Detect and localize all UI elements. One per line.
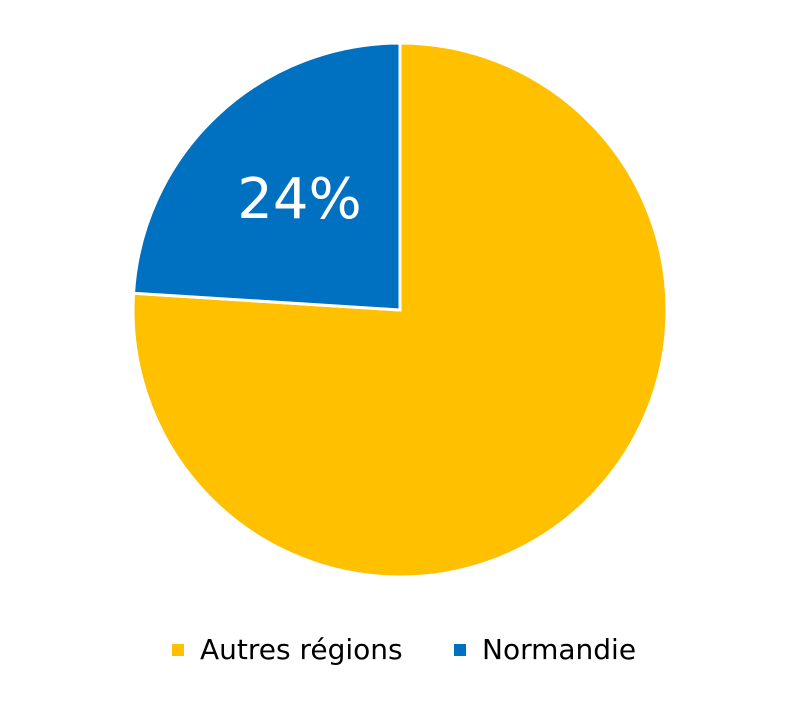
pie-slice — [131, 41, 402, 312]
legend-label: Autres régions — [200, 633, 403, 666]
legend-swatch — [454, 644, 466, 656]
slice-label: 24% — [237, 167, 361, 232]
legend-label: Normandie — [482, 633, 636, 666]
legend-swatch — [172, 644, 184, 656]
